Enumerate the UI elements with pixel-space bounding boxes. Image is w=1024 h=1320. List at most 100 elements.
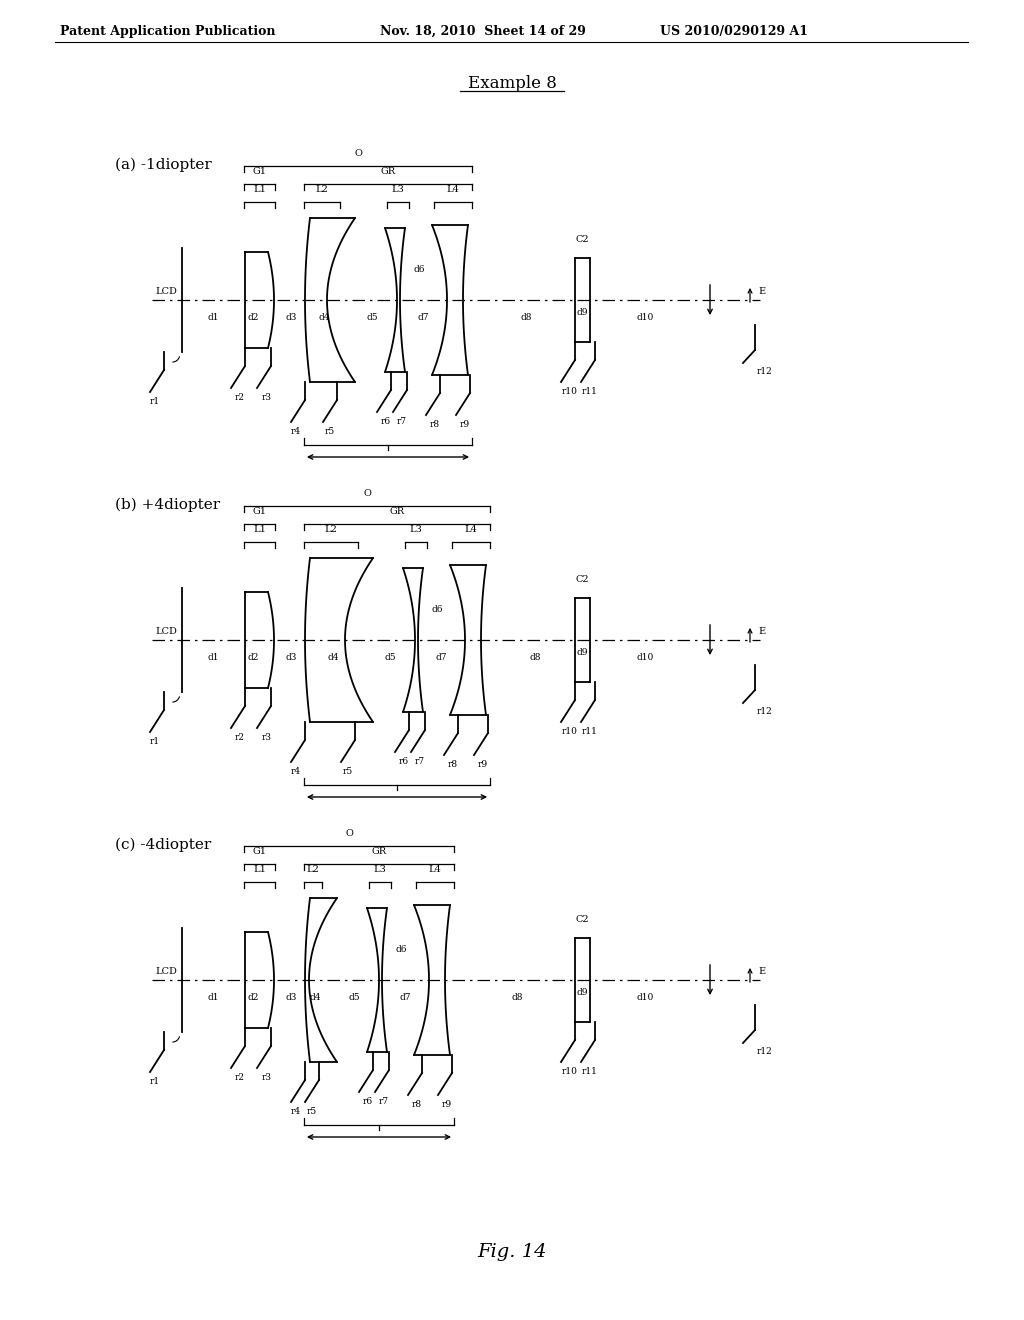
Text: r10: r10 bbox=[562, 387, 578, 396]
Text: d5: d5 bbox=[348, 993, 359, 1002]
Text: d10: d10 bbox=[636, 313, 653, 322]
Text: r3: r3 bbox=[262, 393, 272, 403]
Text: d10: d10 bbox=[636, 653, 653, 663]
Text: Example 8: Example 8 bbox=[468, 75, 556, 92]
Text: G1: G1 bbox=[253, 847, 266, 855]
Text: L2: L2 bbox=[306, 865, 319, 874]
Text: r10: r10 bbox=[562, 727, 578, 737]
Text: d2: d2 bbox=[248, 993, 259, 1002]
Text: L3: L3 bbox=[391, 185, 404, 194]
Text: r9: r9 bbox=[442, 1100, 452, 1109]
Text: L2: L2 bbox=[315, 185, 329, 194]
Text: d6: d6 bbox=[413, 265, 425, 275]
Text: r4: r4 bbox=[291, 767, 301, 776]
Text: d6: d6 bbox=[395, 945, 407, 954]
Text: d9: d9 bbox=[577, 987, 588, 997]
Text: d2: d2 bbox=[248, 653, 259, 663]
Text: L2: L2 bbox=[325, 525, 338, 535]
Text: E: E bbox=[758, 627, 765, 636]
Text: L4: L4 bbox=[446, 185, 460, 194]
Text: d10: d10 bbox=[636, 993, 653, 1002]
Text: L4: L4 bbox=[429, 865, 441, 874]
Text: LCD: LCD bbox=[155, 288, 177, 297]
Text: LCD: LCD bbox=[155, 627, 177, 636]
Text: (a) -1diopter: (a) -1diopter bbox=[115, 158, 212, 172]
Text: d1: d1 bbox=[208, 313, 219, 322]
Text: r4: r4 bbox=[291, 426, 301, 436]
Text: LCD: LCD bbox=[155, 968, 177, 977]
Text: r9: r9 bbox=[478, 760, 488, 770]
Text: r7: r7 bbox=[397, 417, 408, 426]
Text: r8: r8 bbox=[447, 760, 458, 770]
Text: E: E bbox=[758, 288, 765, 297]
Text: r10: r10 bbox=[562, 1067, 578, 1076]
Text: r4: r4 bbox=[291, 1107, 301, 1115]
Text: Patent Application Publication: Patent Application Publication bbox=[60, 25, 275, 38]
Text: Fig. 14: Fig. 14 bbox=[477, 1243, 547, 1261]
Text: L1: L1 bbox=[253, 185, 266, 194]
Text: GR: GR bbox=[389, 507, 404, 516]
Text: r7: r7 bbox=[415, 756, 425, 766]
Text: d6: d6 bbox=[431, 606, 442, 615]
Text: r5: r5 bbox=[325, 426, 335, 436]
Text: d1: d1 bbox=[208, 653, 219, 663]
Text: d5: d5 bbox=[367, 313, 378, 322]
Text: G1: G1 bbox=[253, 168, 266, 176]
Text: r3: r3 bbox=[262, 733, 272, 742]
Text: d8: d8 bbox=[512, 993, 523, 1002]
Text: r2: r2 bbox=[234, 733, 245, 742]
Text: d8: d8 bbox=[529, 653, 542, 663]
Text: r9: r9 bbox=[460, 420, 470, 429]
Text: (c) -4diopter: (c) -4diopter bbox=[115, 838, 211, 853]
Text: O: O bbox=[364, 488, 371, 498]
Text: L4: L4 bbox=[465, 525, 477, 535]
Text: d9: d9 bbox=[577, 308, 588, 317]
Text: L3: L3 bbox=[374, 865, 386, 874]
Text: d7: d7 bbox=[418, 313, 429, 322]
Text: d4: d4 bbox=[328, 653, 339, 663]
Text: C2: C2 bbox=[575, 235, 590, 244]
Text: r6: r6 bbox=[362, 1097, 373, 1106]
Text: O: O bbox=[345, 829, 353, 838]
Text: r12: r12 bbox=[757, 1047, 773, 1056]
Text: r12: r12 bbox=[757, 708, 773, 715]
Text: d3: d3 bbox=[286, 993, 297, 1002]
Text: d2: d2 bbox=[248, 313, 259, 322]
Text: r5: r5 bbox=[307, 1107, 317, 1115]
Text: (b) +4diopter: (b) +4diopter bbox=[115, 498, 220, 512]
Text: r1: r1 bbox=[150, 397, 160, 407]
Text: r2: r2 bbox=[234, 1073, 245, 1082]
Text: d7: d7 bbox=[399, 993, 412, 1002]
Text: L1: L1 bbox=[253, 865, 266, 874]
Text: r1: r1 bbox=[150, 1077, 160, 1086]
Text: r7: r7 bbox=[379, 1097, 389, 1106]
Text: L3: L3 bbox=[410, 525, 423, 535]
Text: d3: d3 bbox=[286, 653, 297, 663]
Text: d5: d5 bbox=[384, 653, 396, 663]
Text: d7: d7 bbox=[436, 653, 447, 663]
Text: G1: G1 bbox=[253, 507, 266, 516]
Text: r6: r6 bbox=[381, 417, 391, 426]
Text: r2: r2 bbox=[234, 393, 245, 403]
Text: r11: r11 bbox=[582, 1067, 598, 1076]
Text: r12: r12 bbox=[757, 367, 773, 376]
Text: d4: d4 bbox=[318, 313, 331, 322]
Text: GR: GR bbox=[372, 847, 387, 855]
Text: C2: C2 bbox=[575, 915, 590, 924]
Text: d9: d9 bbox=[577, 648, 588, 657]
Text: L1: L1 bbox=[253, 525, 266, 535]
Text: Nov. 18, 2010  Sheet 14 of 29: Nov. 18, 2010 Sheet 14 of 29 bbox=[380, 25, 586, 38]
Text: r6: r6 bbox=[399, 756, 409, 766]
Text: d4: d4 bbox=[309, 993, 322, 1002]
Text: d8: d8 bbox=[521, 313, 532, 322]
Text: r5: r5 bbox=[343, 767, 353, 776]
Text: r8: r8 bbox=[412, 1100, 422, 1109]
Text: d1: d1 bbox=[208, 993, 219, 1002]
Text: r3: r3 bbox=[262, 1073, 272, 1082]
Text: O: O bbox=[354, 149, 361, 158]
Text: E: E bbox=[758, 968, 765, 977]
Text: GR: GR bbox=[381, 168, 395, 176]
Text: US 2010/0290129 A1: US 2010/0290129 A1 bbox=[660, 25, 808, 38]
Text: r11: r11 bbox=[582, 727, 598, 737]
Text: r11: r11 bbox=[582, 387, 598, 396]
